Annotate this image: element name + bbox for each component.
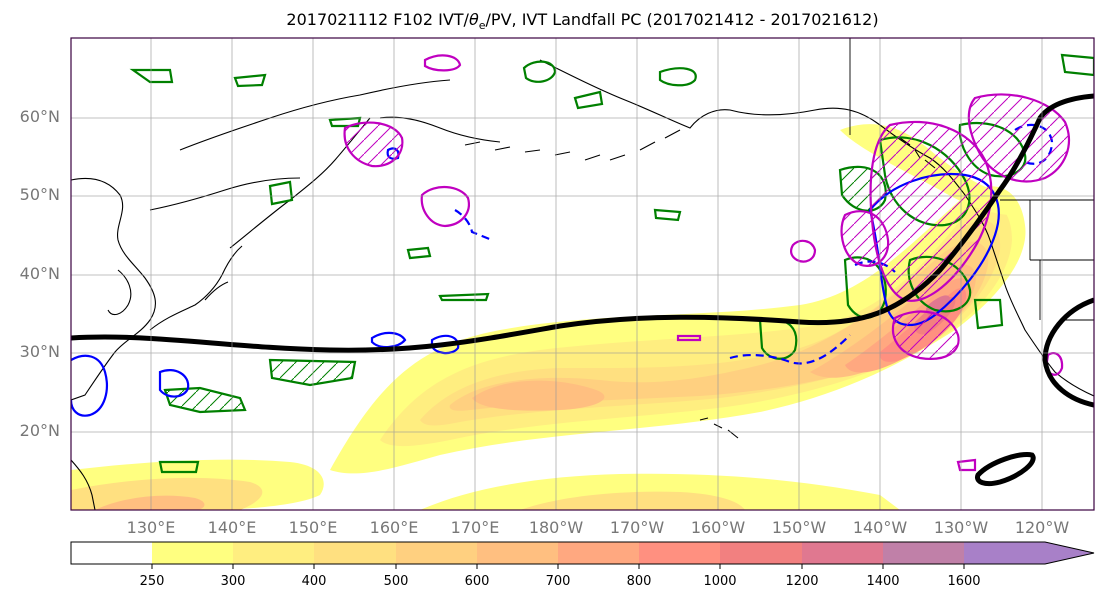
blue-contour: [729, 334, 851, 365]
ivt-band-600: [472, 264, 976, 411]
colorbar-segment-below: [71, 542, 152, 564]
border-us-states: [1029, 200, 1094, 321]
figure-title: 2017021112 F102 IVT/θe/PV, IVT Landfall …: [286, 10, 879, 33]
ivt-band-400: [420, 220, 1001, 426]
coast-okhotsk: [149, 177, 301, 211]
blue-contour: [158, 369, 190, 398]
magenta-contour: [343, 121, 404, 168]
lon-label-150e: 150°E: [288, 518, 338, 537]
colorbar-segment: [802, 542, 883, 564]
lat-label-20n: 20°N: [19, 421, 60, 440]
lat-label-50n: 50°N: [19, 185, 60, 204]
lon-label-130e: 130°E: [126, 518, 176, 537]
green-contour: [406, 246, 432, 260]
green-contour: [658, 67, 697, 87]
lon-label-160e: 160°E: [369, 518, 419, 537]
colorbar-segment-extend: [964, 542, 1094, 564]
colorbar-segment: [314, 542, 396, 564]
magenta-contour: [892, 310, 960, 360]
coast-bering-w: [379, 116, 501, 143]
lat-label-40n: 40°N: [19, 264, 60, 283]
lat-label-30n: 30°N: [19, 342, 60, 361]
map-frame: [70, 37, 1095, 511]
colorbar-label: 600: [464, 574, 490, 589]
magenta-contour: [420, 186, 470, 228]
colorbar-label: 1400: [866, 574, 900, 589]
green-contour: [973, 298, 1004, 330]
black-line-ellipse: [975, 451, 1036, 487]
colorbar-outline: [70, 541, 1095, 565]
coast-philippines: [71, 459, 96, 510]
magenta-contour: [956, 458, 977, 472]
ivt-tropical-600: [95, 495, 205, 510]
colorbar-label: 700: [545, 574, 571, 589]
green-contour: [158, 460, 200, 474]
colorbar-segment: [720, 542, 802, 564]
lon-label-130w: 130°W: [933, 518, 989, 537]
lon-label-170e: 170°E: [450, 518, 500, 537]
colorbar-segment: [477, 542, 558, 564]
magenta-contour: [676, 334, 702, 342]
colorbar-label: 400: [301, 574, 327, 589]
lat-label-60n: 60°N: [19, 107, 60, 126]
black-line-main: [71, 93, 1094, 353]
colorbar-ticks: [151, 564, 965, 569]
magenta-contour: [423, 54, 462, 72]
colorbar-label: 1000: [703, 574, 737, 589]
lon-label-140w: 140°W: [852, 518, 908, 537]
colorbar-segment: [558, 542, 639, 564]
colorbar-segment: [883, 542, 964, 564]
colorbar-segment: [233, 542, 314, 564]
green-contour: [268, 358, 357, 387]
lon-label-140e: 140°E: [207, 518, 257, 537]
green-contour: [438, 292, 490, 302]
magenta-contour: [790, 239, 817, 263]
lon-label-120w: 120°W: [1014, 518, 1070, 537]
green-contour: [573, 90, 604, 110]
colorbar-segment: [639, 542, 720, 564]
green-contour: [522, 60, 557, 83]
colorbar-label: 800: [626, 574, 652, 589]
green-contour: [233, 73, 267, 88]
lon-label-170w: 170°W: [609, 518, 665, 537]
colorbar-label: 1600: [947, 574, 981, 589]
colorbar-segment: [152, 542, 233, 564]
green-contour: [653, 208, 682, 222]
political-borders: [849, 38, 1094, 321]
coast-asia: [71, 177, 156, 401]
landfall-black-lines: [71, 93, 1094, 487]
green-contour: [1060, 53, 1094, 77]
lon-label-180w: 180°W: [528, 518, 584, 537]
ivt-band-1200: [925, 295, 950, 316]
lon-label-150w: 150°W: [771, 518, 827, 537]
coastlines: [71, 59, 1094, 510]
blue-contour: [370, 331, 407, 349]
ivt-tropical-400: [71, 477, 745, 510]
colorbar-label: 250: [139, 574, 165, 589]
green-contour: [129, 68, 174, 84]
lon-label-160w: 160°W: [690, 518, 746, 537]
colorbar: [70, 541, 1095, 569]
green-contour: [268, 180, 294, 206]
coast-korea: [107, 269, 132, 316]
coast-siberia: [179, 79, 451, 151]
black-line-east: [1042, 297, 1094, 408]
gridlines: [71, 38, 1094, 510]
colorbar-segment: [396, 542, 477, 564]
colorbar-label: 500: [383, 574, 409, 589]
coast-aleutians: [464, 129, 681, 161]
colorbar-label: 300: [220, 574, 246, 589]
blue-contour: [454, 209, 493, 242]
colorbar-label: 1200: [785, 574, 819, 589]
blue-contour: [430, 334, 460, 355]
blue-contour: [71, 354, 108, 417]
